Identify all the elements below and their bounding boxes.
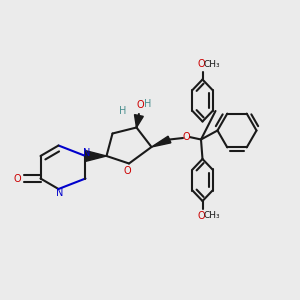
Polygon shape: [134, 115, 143, 128]
Text: CH₃: CH₃: [204, 212, 220, 220]
Text: O: O: [197, 59, 205, 70]
Text: O: O: [14, 173, 21, 184]
Text: N: N: [83, 148, 91, 158]
Text: H: H: [144, 99, 151, 110]
Text: O: O: [136, 100, 144, 110]
Text: H: H: [119, 106, 127, 116]
Text: O: O: [124, 166, 131, 176]
Polygon shape: [85, 151, 106, 161]
Text: N: N: [56, 188, 64, 199]
Polygon shape: [152, 136, 171, 147]
Text: O: O: [182, 131, 190, 142]
Text: CH₃: CH₃: [204, 60, 220, 69]
Text: O: O: [197, 211, 205, 221]
